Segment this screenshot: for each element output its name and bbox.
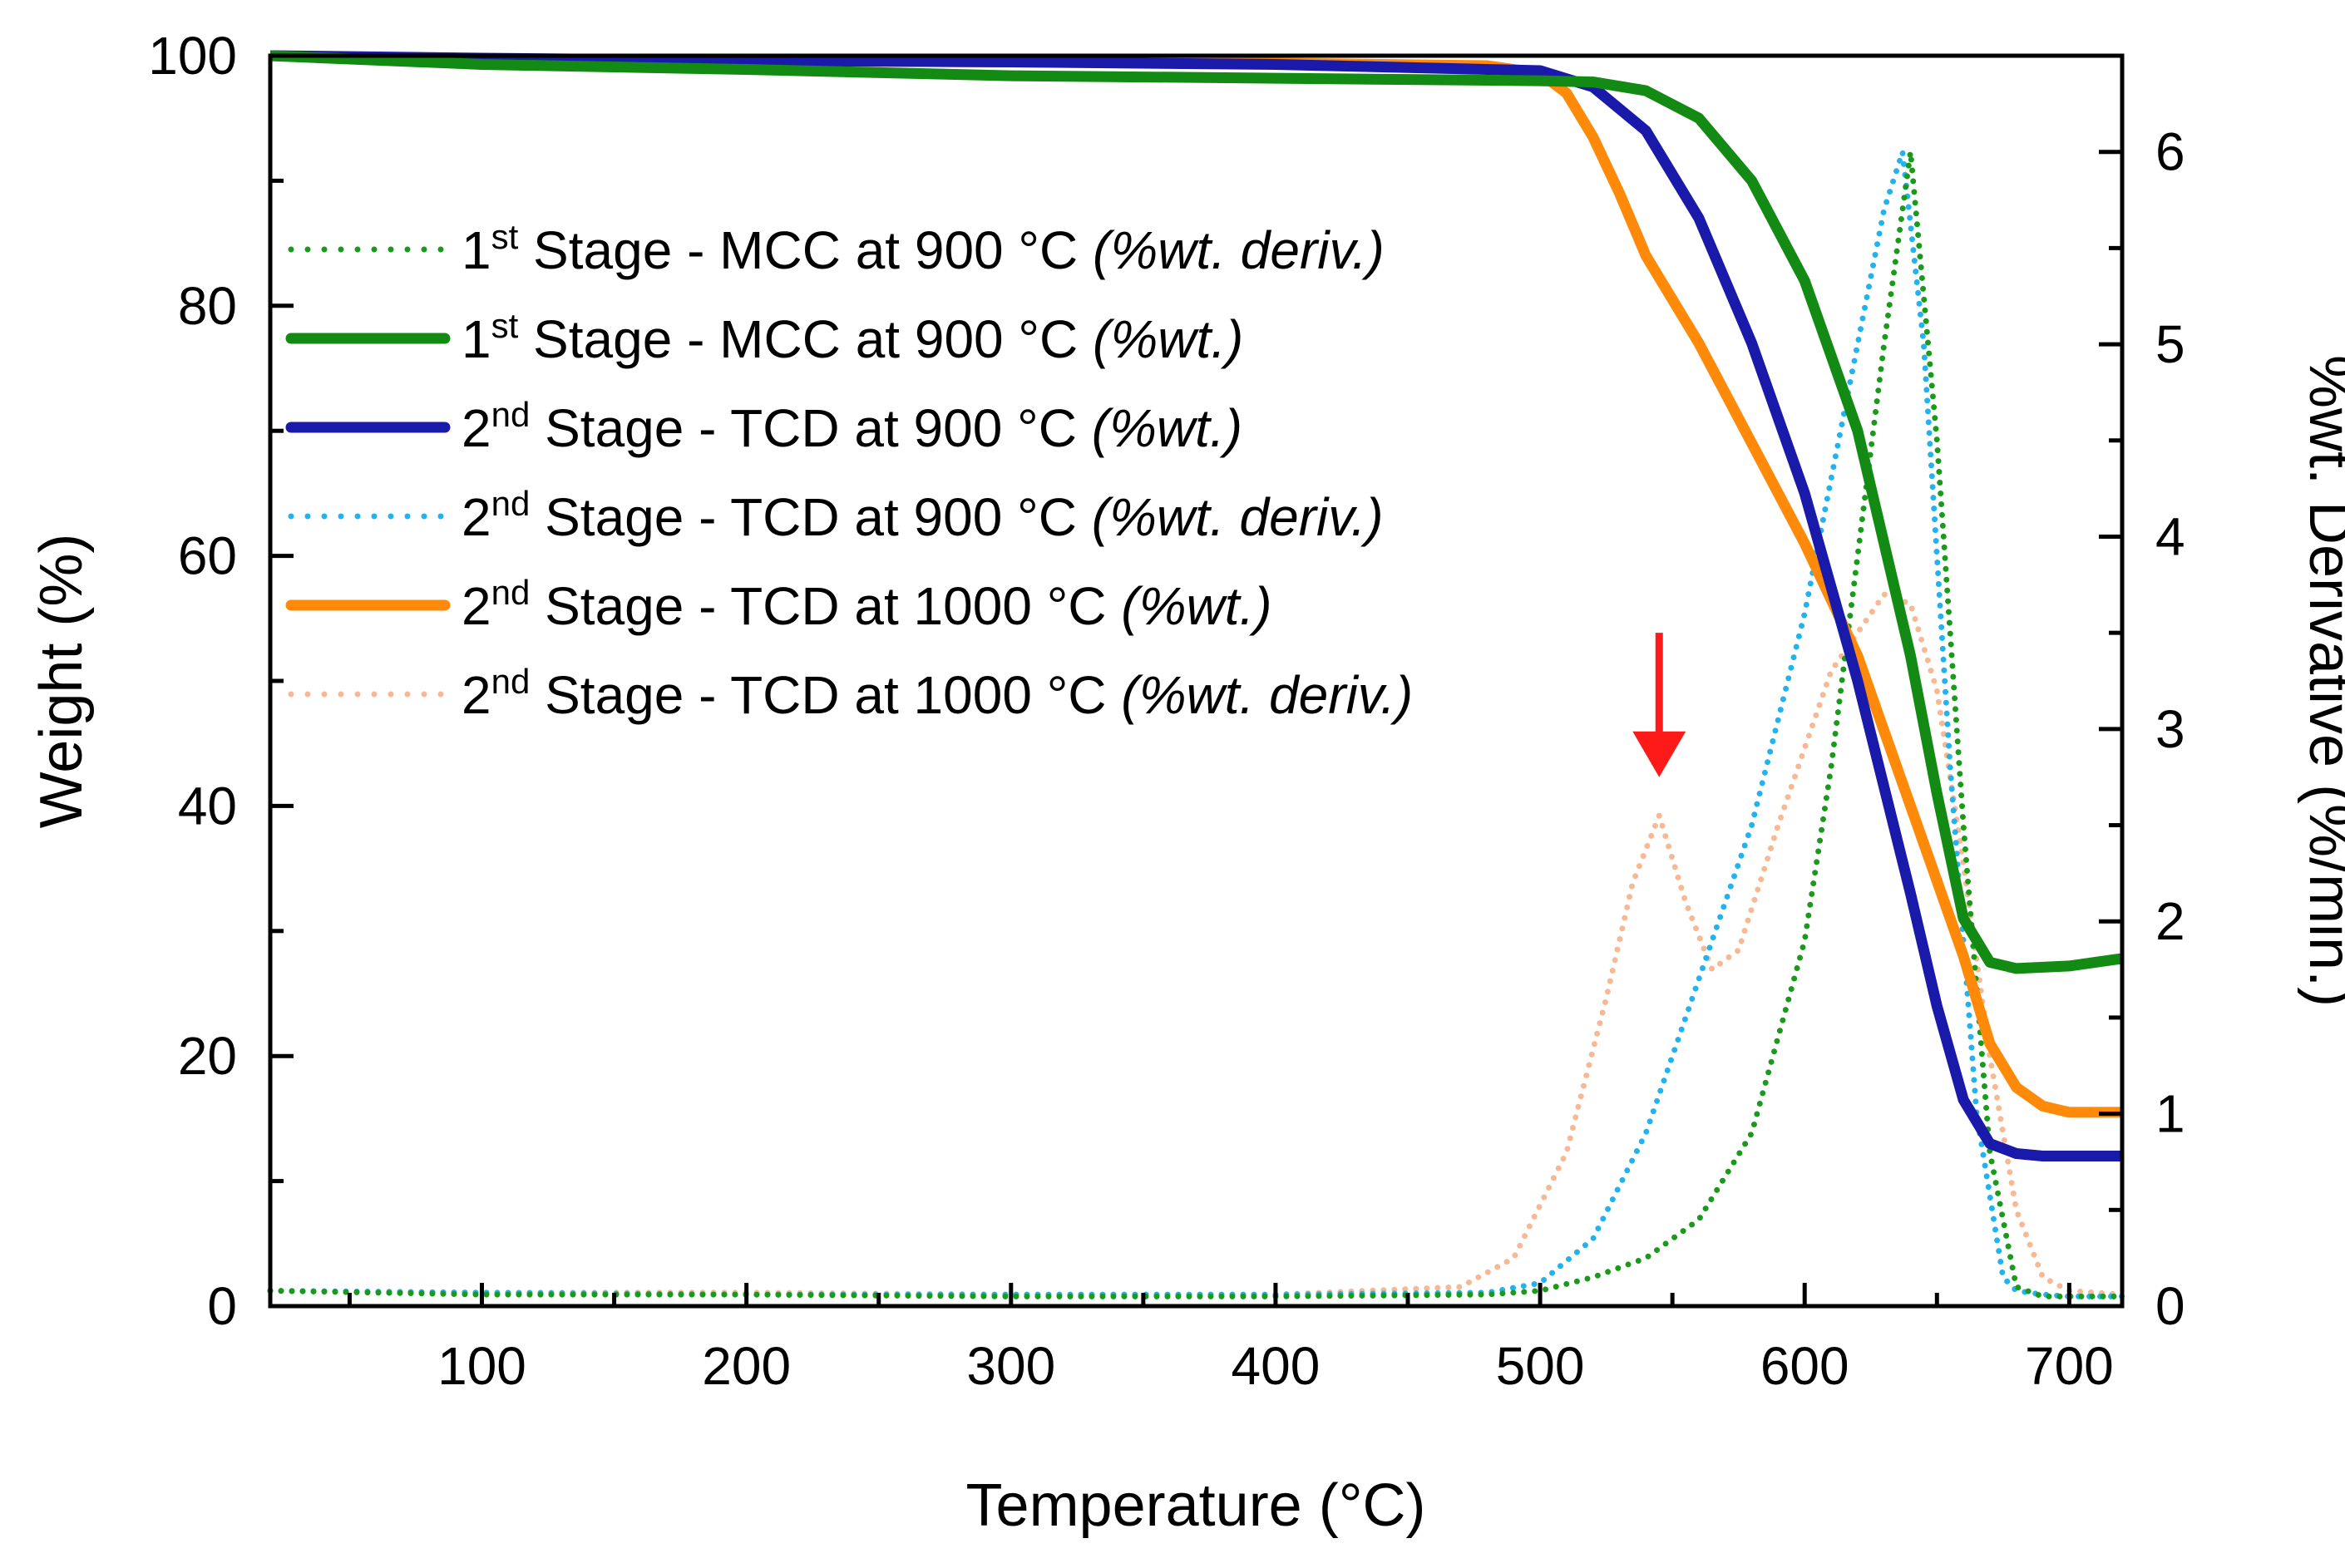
y2-tick-label: 3 bbox=[2155, 699, 2185, 759]
y-tick-label: 80 bbox=[178, 276, 237, 336]
y2-tick-label: 5 bbox=[2155, 314, 2185, 374]
legend-label-tcd1000_deriv: 2nd Stage - TCD at 1000 °C (%wt. deriv.) bbox=[462, 662, 1413, 725]
y-tick-label: 40 bbox=[178, 776, 237, 836]
legend-label-mcc_deriv: 1st Stage - MCC at 900 °C (%wt. deriv.) bbox=[462, 217, 1385, 280]
y-axis-title: Weight (%) bbox=[28, 534, 95, 829]
y2-axis-title: %wt. Derivative (%/min.) bbox=[2297, 355, 2345, 1007]
x-tick-label: 700 bbox=[2025, 1336, 2114, 1396]
x-tick-label: 400 bbox=[1232, 1336, 1321, 1396]
series-tcd900_wt bbox=[269, 50, 2122, 1161]
y-tick-label: 60 bbox=[178, 526, 237, 586]
y2-tick-label: 0 bbox=[2155, 1276, 2185, 1336]
x-tick-label: 300 bbox=[966, 1336, 1055, 1396]
y-tick-label: 100 bbox=[148, 26, 237, 86]
x-tick-label: 200 bbox=[702, 1336, 791, 1396]
y-tick-label: 0 bbox=[207, 1276, 237, 1336]
annotation-layer bbox=[1632, 633, 1686, 777]
legend-label-tcd1000_wt: 2nd Stage - TCD at 1000 °C (%wt.) bbox=[462, 573, 1272, 636]
legend-label-tcd900_wt: 2nd Stage - TCD at 900 °C (%wt.) bbox=[462, 395, 1242, 458]
series-mcc_wt bbox=[269, 50, 2123, 974]
x-tick-label: 100 bbox=[437, 1336, 526, 1396]
series-mcc_deriv bbox=[267, 149, 2125, 1299]
y-tick-label: 20 bbox=[178, 1026, 237, 1086]
annotation-arrow-head bbox=[1632, 731, 1686, 777]
x-axis-title: Temperature (°C) bbox=[966, 1472, 1426, 1539]
legend-label-tcd900_deriv: 2nd Stage - TCD at 900 °C (%wt. deriv.) bbox=[462, 484, 1384, 547]
y2-tick-label: 4 bbox=[2155, 506, 2185, 566]
y2-tick-label: 2 bbox=[2155, 891, 2185, 951]
x-tick-label: 500 bbox=[1496, 1336, 1585, 1396]
legend-label-mcc_wt: 1st Stage - MCC at 900 °C (%wt.) bbox=[462, 306, 1243, 369]
y2-tick-label: 6 bbox=[2155, 122, 2185, 182]
tick-layer: 100 200 300 400 500 600 700 0 20 40 60 80 100 0 1 2 3 4 5 6 bbox=[148, 26, 2185, 1396]
legend: 1st Stage - MCC at 900 °C (%wt. deriv.) 1… bbox=[285, 217, 1413, 725]
y2-tick-label: 1 bbox=[2155, 1084, 2185, 1144]
x-tick-label: 600 bbox=[1760, 1336, 1849, 1396]
